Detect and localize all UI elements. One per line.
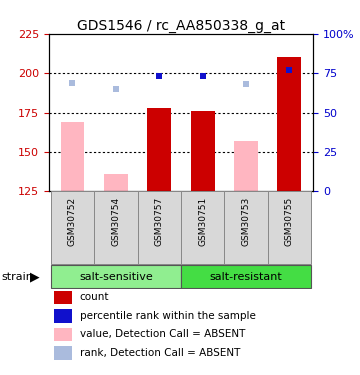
Bar <box>278 57 301 191</box>
Bar <box>138 191 181 264</box>
Bar <box>224 191 267 264</box>
Text: GSM30751: GSM30751 <box>198 197 207 246</box>
Text: count: count <box>80 292 109 302</box>
Title: GDS1546 / rc_AA850338_g_at: GDS1546 / rc_AA850338_g_at <box>77 19 285 33</box>
Bar <box>234 141 258 191</box>
Bar <box>54 328 72 341</box>
Bar <box>54 291 72 304</box>
Bar <box>181 265 311 288</box>
Text: salt-sensitive: salt-sensitive <box>79 272 153 282</box>
Bar <box>51 265 181 288</box>
Text: GSM30757: GSM30757 <box>155 197 164 246</box>
Text: salt-resistant: salt-resistant <box>210 272 282 282</box>
Bar <box>181 191 224 264</box>
Text: rank, Detection Call = ABSENT: rank, Detection Call = ABSENT <box>80 348 240 358</box>
Bar <box>51 191 94 264</box>
Text: GSM30752: GSM30752 <box>68 197 77 246</box>
Bar <box>104 174 128 191</box>
Bar <box>94 191 138 264</box>
Bar <box>60 122 84 191</box>
Bar <box>191 111 215 191</box>
Bar <box>54 346 72 360</box>
Text: percentile rank within the sample: percentile rank within the sample <box>80 311 256 321</box>
Text: strain: strain <box>2 272 34 282</box>
Bar <box>267 191 311 264</box>
Text: GSM30754: GSM30754 <box>111 197 120 246</box>
Text: GSM30753: GSM30753 <box>242 197 251 246</box>
Text: ▶: ▶ <box>30 270 39 283</box>
Bar <box>54 309 72 322</box>
Text: value, Detection Call = ABSENT: value, Detection Call = ABSENT <box>80 330 245 339</box>
Bar <box>147 108 171 191</box>
Text: GSM30755: GSM30755 <box>285 197 294 246</box>
